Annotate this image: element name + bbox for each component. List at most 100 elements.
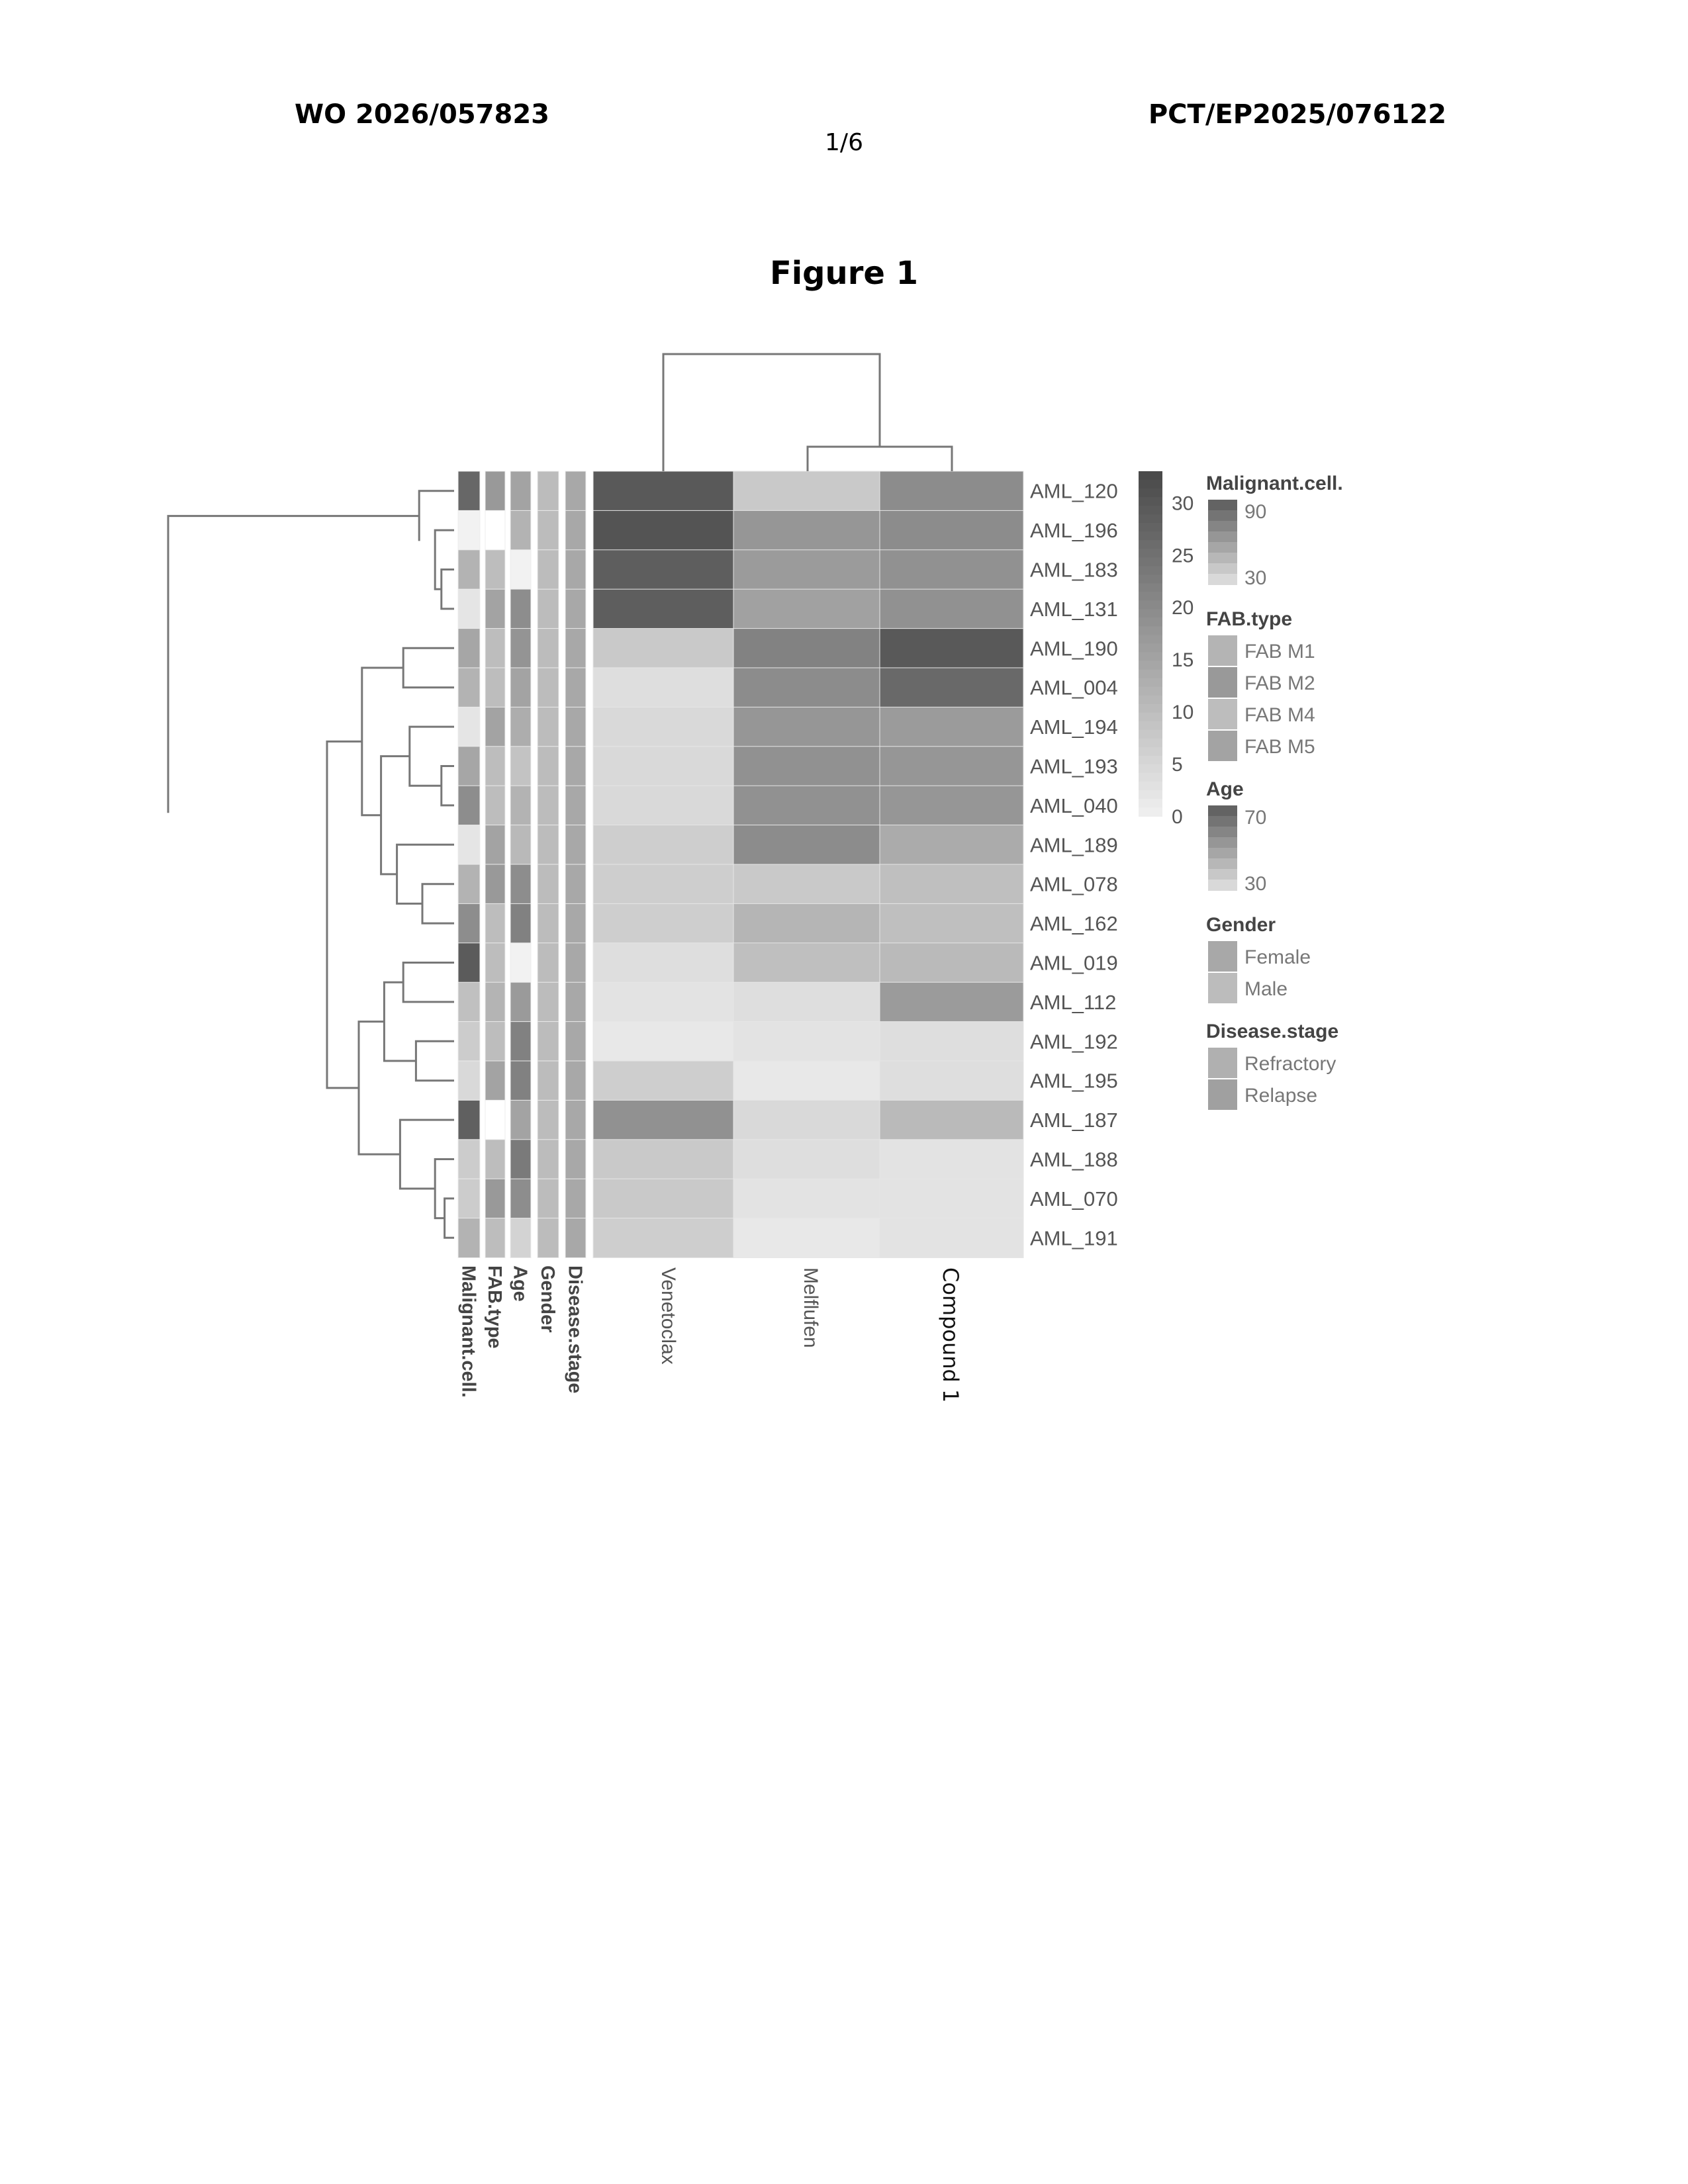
heatmap-cell (880, 1022, 1023, 1062)
annotation-track-label: Disease.stage (565, 1265, 586, 1393)
annotation-cell (510, 668, 531, 707)
colorbar-segment (1139, 480, 1162, 489)
heatmap-cell (593, 1218, 733, 1258)
heatmap-cell (880, 707, 1023, 747)
heatmap-cell (593, 510, 733, 550)
annotation-cell (565, 1218, 586, 1258)
annotation-cell (485, 1179, 505, 1218)
heatmap-cell (593, 903, 733, 943)
heatmap-cell (880, 982, 1023, 1022)
legend-gradient-segment (1208, 816, 1237, 827)
annotation-cell (510, 629, 531, 668)
colorbar-tick-label: 0 (1172, 806, 1183, 828)
annotation-cell (485, 1140, 505, 1179)
annotation-cell (538, 668, 559, 707)
colorbar-segment (1139, 497, 1162, 506)
annotation-cell (458, 943, 480, 983)
legend-label: FAB M4 (1244, 704, 1315, 726)
annotation-cell (485, 668, 505, 707)
legend-gradient-segment (1208, 553, 1237, 564)
row-label: AML_195 (1030, 1069, 1118, 1093)
annotation-cell (565, 1061, 586, 1101)
legend-gradient-segment (1208, 827, 1237, 838)
colorbar-segment (1139, 549, 1162, 558)
annotation-cell (538, 707, 559, 747)
annotation-cell (565, 943, 586, 983)
heatmap-cell (593, 747, 733, 786)
legend-title: FAB.type (1206, 608, 1292, 630)
annotation-cell (538, 864, 559, 904)
annotation-cell (485, 1061, 505, 1101)
legend-title: Gender (1206, 914, 1276, 936)
annotation-track-label: Malignant.cell. (458, 1265, 479, 1398)
annotation-cell (485, 1022, 505, 1062)
annotation-cell (458, 510, 480, 550)
colorbar-segment (1139, 566, 1162, 575)
legend-gradient-segment (1208, 521, 1237, 532)
annotation-cell (538, 1022, 559, 1062)
colorbar-segment (1139, 730, 1162, 739)
heatmap-cell (733, 589, 880, 629)
annotation-cell (485, 1218, 505, 1258)
heatmap-cell (733, 1179, 880, 1218)
annotation-cell (485, 1100, 505, 1140)
row-label: AML_188 (1030, 1148, 1118, 1171)
annotation-cell (510, 903, 531, 943)
colorbar-segment (1139, 488, 1162, 498)
annotation-cell (458, 550, 480, 590)
heatmap-cell (593, 1061, 733, 1101)
colorbar-segment (1139, 773, 1162, 782)
annotation-cell (565, 1140, 586, 1179)
annotation-cell (510, 1179, 531, 1218)
colorbar-segment (1139, 635, 1162, 644)
colorbar-segment (1139, 644, 1162, 653)
heatmap-cell (733, 786, 880, 825)
heatmap-cell (880, 1218, 1023, 1258)
heatmap-cell (733, 747, 880, 786)
annotation-cell (565, 629, 586, 668)
heatmap-cell (593, 589, 733, 629)
row-label: AML_189 (1030, 833, 1118, 856)
legend-gradient-segment (1208, 848, 1237, 859)
legend-gradient-segment (1208, 510, 1237, 522)
heatmap-cell (593, 1179, 733, 1218)
annotation-cell (565, 864, 586, 904)
legend-gradient-segment (1208, 574, 1237, 585)
annotation-cell (538, 471, 559, 511)
annotation-cell (565, 550, 586, 590)
row-label: AML_194 (1030, 715, 1118, 739)
heatmap-cell (593, 943, 733, 983)
annotation-track-label: Gender (537, 1265, 558, 1333)
row-label: AML_131 (1030, 598, 1118, 621)
heatmap-cell (880, 786, 1023, 825)
annotation-cell (538, 510, 559, 550)
annotation-cell (510, 943, 531, 983)
heatmap-cell (733, 825, 880, 865)
annotation-cell (538, 943, 559, 983)
row-label: AML_183 (1030, 559, 1118, 582)
legend-gradient-segment (1208, 805, 1237, 817)
annotation-cell (538, 1100, 559, 1140)
colorbar-segment (1139, 670, 1162, 679)
annotation-cell (458, 982, 480, 1022)
heatmap-cell (593, 471, 733, 511)
legend-swatch (1208, 731, 1237, 761)
legend-label: FAB M1 (1244, 641, 1315, 662)
heatmap-cell (880, 668, 1023, 707)
row-dendrogram-branch (403, 648, 454, 687)
heatmap-cell (733, 707, 880, 747)
row-label: AML_190 (1030, 637, 1118, 660)
annotation-cell (458, 668, 480, 707)
heatmap-cell (880, 550, 1023, 590)
annotation-cell (458, 903, 480, 943)
colorbar-tick-label: 15 (1172, 649, 1194, 671)
legend-gradient-segment (1208, 869, 1237, 880)
row-label: AML_196 (1030, 519, 1118, 542)
heatmap-cell (733, 471, 880, 511)
annotation-cell (565, 1100, 586, 1140)
heatmap-cell (733, 903, 880, 943)
legend-label: Male (1244, 978, 1288, 1000)
row-label: AML_120 (1030, 480, 1118, 503)
heatmap-cell (593, 1140, 733, 1179)
row-label: AML_004 (1030, 676, 1118, 700)
